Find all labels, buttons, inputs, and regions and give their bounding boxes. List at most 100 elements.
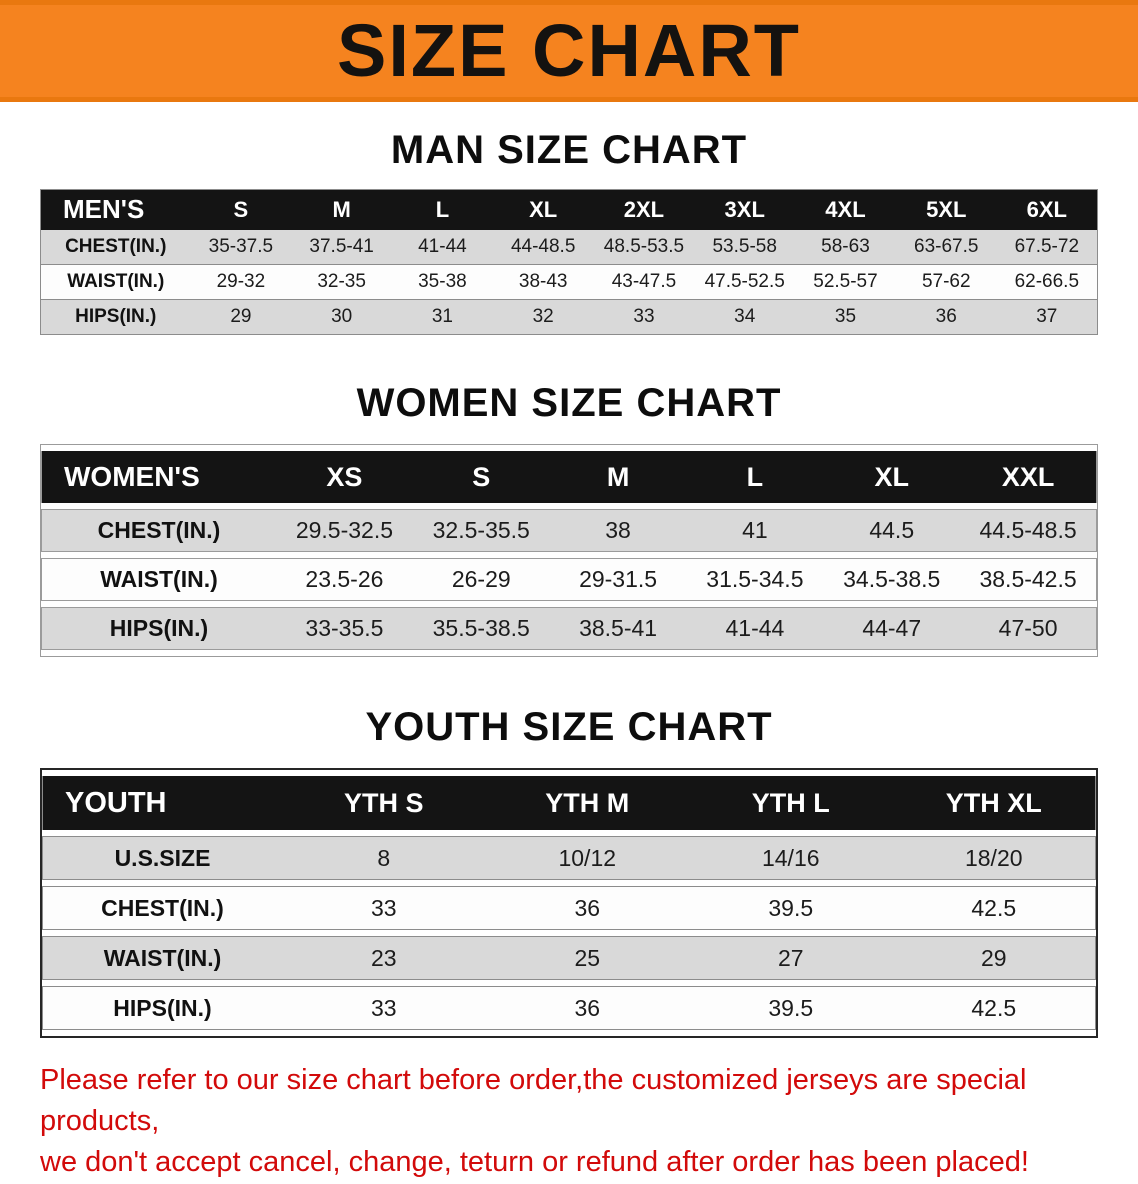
- women-size-table: WOMEN'S XS S M L XL XXL CHEST(IN.) 29.5-32.5 32.5…: [40, 444, 1098, 657]
- size-value-cell: 23: [282, 936, 486, 980]
- size-value-cell: 33: [282, 986, 486, 1030]
- youth-size-chart-heading: YOUTH SIZE CHART: [365, 705, 773, 749]
- row-label: U.S.SIZE: [42, 836, 282, 880]
- size-value-cell: 35: [834, 306, 857, 327]
- row-label: CHEST(IN.): [41, 509, 276, 552]
- size-value-cell: 37: [1036, 306, 1058, 327]
- size-value-cell: 38.5-42.5: [960, 558, 1097, 601]
- size-value-cell: 41: [686, 509, 824, 552]
- size-column-header: XL: [492, 189, 594, 230]
- size-value-cell: 18/20: [892, 836, 1096, 880]
- women-size-chart-section: WOMEN SIZE CHART WOMEN'S XS S M L XL XXL CHEST(…: [0, 381, 1138, 657]
- size-column-header: M: [549, 451, 687, 503]
- size-value-cell: 31.5-34.5: [686, 558, 824, 601]
- size-value-cell: 41-44: [686, 607, 824, 650]
- disclaimer-line-2: we don't accept cancel, change, teturn o…: [40, 1146, 1029, 1179]
- table-row: WAIST(IN.) 23.5-26 26-29 29-31.5 31.5-34.5 34…: [41, 558, 1097, 601]
- size-value-cell: 26-29: [412, 558, 550, 601]
- size-value-cell: 27: [689, 936, 893, 980]
- size-value-cell: 33: [633, 306, 655, 327]
- size-column-header: S: [190, 189, 292, 230]
- size-value-cell: 32-35: [317, 271, 366, 292]
- size-column-header: L: [392, 189, 493, 230]
- size-value-cell: 30: [331, 306, 353, 327]
- size-value-cell: 33: [282, 886, 486, 930]
- size-value-cell: 44-48.5: [510, 235, 576, 257]
- size-column-header: L: [686, 451, 824, 503]
- disclaimer-line-1: Please refer to our size chart before or…: [40, 1064, 1027, 1138]
- size-value-cell: 44.5-48.5: [960, 509, 1097, 552]
- men-size-table: MEN'S S M L XL 2XL 3XL 4XL 5XL 6XL CHEST(IN.) 35-37…: [40, 189, 1098, 335]
- size-column-header: 2XL: [593, 189, 695, 230]
- size-value-cell: 34.5-38.5: [823, 558, 961, 601]
- size-chart-banner: SIZE CHART: [0, 0, 1138, 102]
- man-size-chart-heading: MAN SIZE CHART: [390, 128, 748, 172]
- size-value-cell: 52.5-57: [813, 271, 878, 292]
- row-label: HIPS(IN.): [75, 306, 157, 327]
- size-value-cell: 63-67.5: [914, 235, 979, 257]
- size-value-cell: 35.5-38.5: [412, 607, 550, 650]
- size-value-cell: 32: [532, 306, 554, 327]
- size-value-cell: 67.5-72: [1014, 235, 1080, 257]
- size-value-cell: 10/12: [485, 836, 689, 880]
- size-value-cell: 47-50: [960, 607, 1097, 650]
- size-value-cell: 47.5-52.5: [704, 271, 785, 292]
- table-row: CHEST(IN.) 35-37.5 37.5-41 41-44 44-48.5 48.5…: [40, 229, 1098, 265]
- size-column-header: XS: [276, 451, 413, 503]
- size-value-cell: 38-43: [518, 271, 568, 292]
- size-value-cell: 29-32: [216, 271, 266, 292]
- size-value-cell: 57-62: [921, 271, 971, 292]
- size-value-cell: 29.5-32.5: [276, 509, 413, 552]
- size-column-header: S: [412, 451, 550, 503]
- size-value-cell: 35-38: [418, 271, 467, 292]
- size-value-cell: 42.5: [892, 986, 1096, 1030]
- table-title-cell: YOUTH: [42, 776, 282, 830]
- size-column-header: YTH L: [689, 776, 893, 830]
- size-value-cell: 38.5-41: [549, 607, 687, 650]
- table-row: U.S.SIZE 8 10/12 14/16 18/20: [42, 836, 1096, 880]
- size-column-header: 5XL: [895, 189, 997, 230]
- size-value-cell: 62-66.5: [1014, 271, 1080, 292]
- size-value-cell: 32.5-35.5: [412, 509, 550, 552]
- table-header-row: MEN'S S M L XL 2XL 3XL 4XL 5XL 6XL: [40, 189, 1098, 230]
- row-label: CHEST(IN.): [65, 235, 167, 257]
- size-value-cell: 53.5-58: [712, 235, 777, 257]
- size-value-cell: 44.5: [823, 509, 961, 552]
- size-value-cell: 39.5: [689, 886, 893, 930]
- size-value-cell: 34: [734, 306, 756, 327]
- size-value-cell: 25: [485, 936, 689, 980]
- size-column-header: 3XL: [694, 189, 796, 230]
- table-header-row: WOMEN'S XS S M L XL XXL: [41, 451, 1097, 503]
- size-column-header: M: [291, 189, 393, 230]
- disclaimer-note: Please refer to our size chart before or…: [0, 1060, 1138, 1184]
- size-value-cell: 23.5-26: [276, 558, 413, 601]
- size-column-header: 6XL: [996, 189, 1098, 230]
- size-column-header: YTH XL: [892, 776, 1096, 830]
- man-size-chart-section: MAN SIZE CHART MEN'S S M L XL 2XL 3XL 4XL 5XL 6XL…: [0, 128, 1138, 335]
- size-value-cell: 36: [485, 986, 689, 1030]
- row-label: WAIST(IN.): [41, 558, 276, 601]
- women-size-chart-heading: WOMEN SIZE CHART: [356, 381, 782, 425]
- size-value-cell: 42.5: [892, 886, 1096, 930]
- youth-size-table: YOUTH YTH S YTH M YTH L YTH XL U.S.SIZE 8 10/12…: [40, 768, 1098, 1038]
- table-title-cell: MEN'S: [40, 189, 191, 230]
- size-value-cell: 31: [431, 306, 453, 327]
- size-value-cell: 58-63: [821, 235, 870, 257]
- size-column-header: XXL: [960, 451, 1097, 503]
- size-column-header: YTH S: [282, 776, 486, 830]
- size-value-cell: 39.5: [689, 986, 893, 1030]
- row-label: HIPS(IN.): [41, 607, 276, 650]
- size-value-cell: 35-37.5: [208, 235, 274, 257]
- size-value-cell: 29-31.5: [549, 558, 687, 601]
- size-value-cell: 36: [935, 306, 957, 327]
- table-row: HIPS(IN.) 29 30 31 32 33 34 35 36 37: [40, 299, 1098, 335]
- size-column-header: XL: [823, 451, 961, 503]
- size-value-cell: 48.5-53.5: [603, 235, 685, 257]
- table-row: HIPS(IN.) 33 36 39.5 42.5: [42, 986, 1096, 1030]
- size-value-cell: 14/16: [689, 836, 893, 880]
- row-label: WAIST(IN.): [67, 271, 165, 292]
- table-row: CHEST(IN.) 33 36 39.5 42.5: [42, 886, 1096, 930]
- table-title-cell: WOMEN'S: [41, 451, 276, 503]
- table-row: CHEST(IN.) 29.5-32.5 32.5-35.5 38 41 44.5 44.5…: [41, 509, 1097, 552]
- size-value-cell: 38: [549, 509, 687, 552]
